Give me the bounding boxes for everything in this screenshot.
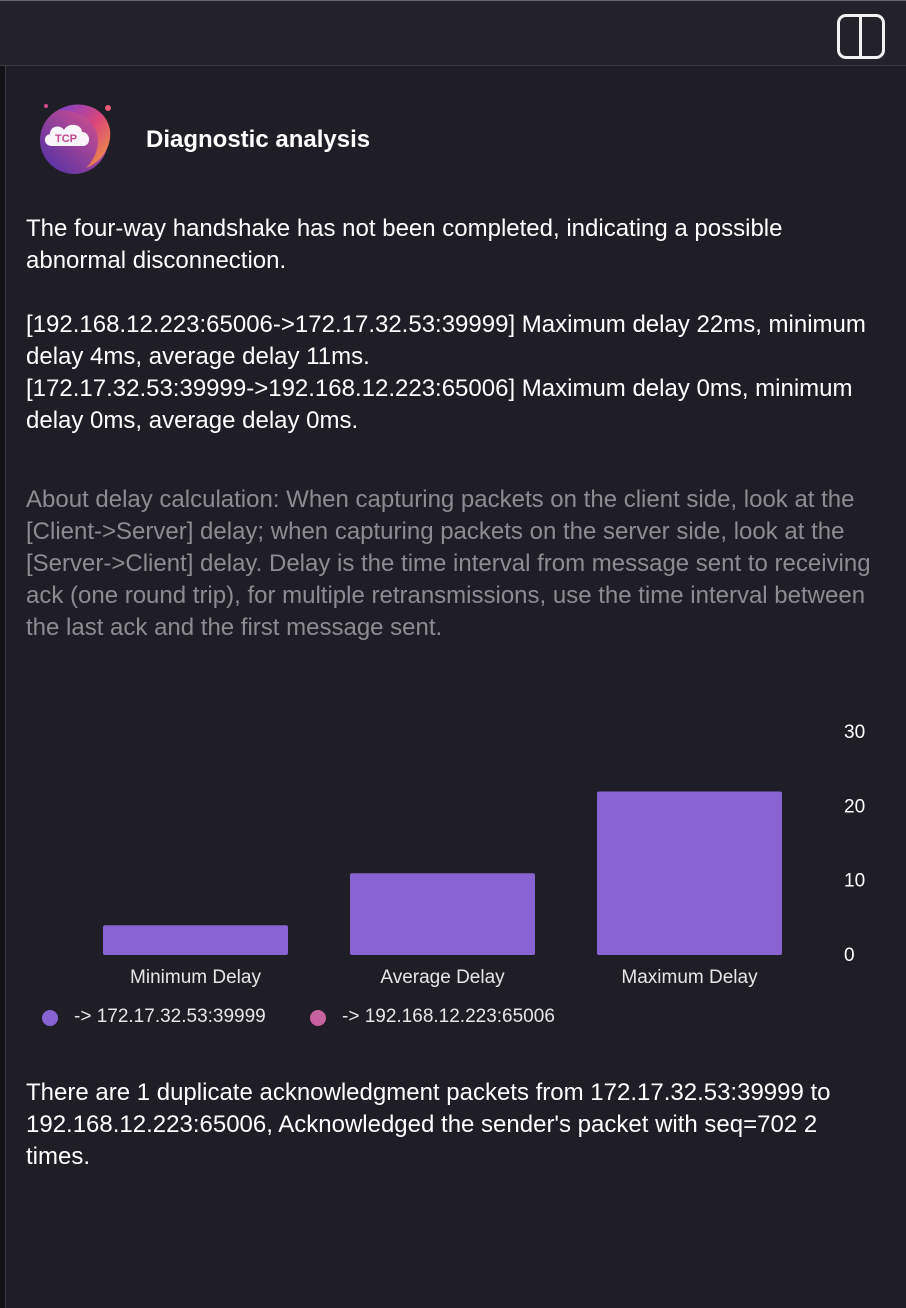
chart-legend: -> 172.17.32.53:39999 -> 192.168.12.223:… — [42, 1003, 742, 1033]
y-tick-label: 30 — [844, 722, 865, 743]
bar-maximum-delay[interactable] — [597, 791, 782, 955]
sidebar-toggle-divider — [859, 17, 862, 56]
legend-dot-series-1 — [42, 1010, 58, 1026]
window-toolbar — [0, 0, 906, 66]
tcp-logo-icon: TCP — [40, 104, 111, 174]
y-tick-label: 20 — [844, 796, 865, 817]
delay-summary: [192.168.12.223:65006->172.17.32.53:3999… — [26, 309, 876, 437]
logo-text: TCP — [55, 133, 77, 145]
delay-bar-chart: 0 10 20 30 Minimum Delay Average Delay Maximum… — [26, 712, 886, 1032]
x-category-label: Minimum Delay — [130, 967, 261, 988]
panel-left-border — [0, 66, 6, 1308]
x-category-label: Maximum Delay — [621, 967, 758, 988]
legend-dot-series-2 — [310, 1010, 326, 1026]
y-tick-label: 10 — [844, 871, 865, 892]
x-category-label: Average Delay — [380, 967, 505, 988]
delay-calculation-note: About delay calculation: When capturing … — [26, 486, 871, 641]
panel-header: TCP Diagnostic analysis — [26, 98, 626, 174]
sidebar-toggle-icon[interactable] — [837, 14, 885, 59]
panel-title: Diagnostic analysis — [146, 126, 371, 153]
bar-minimum-delay[interactable] — [103, 925, 288, 955]
handshake-message: The four-way handshake has not been comp… — [26, 215, 783, 274]
duplicate-ack-message: There are 1 duplicate acknowledgment pac… — [26, 1079, 831, 1170]
delay-bar-chart-svg: 0 10 20 30 Minimum Delay Average Delay Maximum… — [103, 722, 865, 988]
y-tick-label: 0 — [844, 945, 855, 966]
legend-label-series-1: -> 172.17.32.53:39999 — [74, 1006, 266, 1027]
bar-average-delay[interactable] — [350, 873, 535, 955]
delay-summary-line-1: [192.168.12.223:65006->172.17.32.53:3999… — [26, 311, 866, 370]
delay-summary-line-2: [172.17.32.53:39999->192.168.12.223:6500… — [26, 375, 853, 434]
legend-label-series-2: -> 192.168.12.223:65006 — [342, 1006, 555, 1027]
